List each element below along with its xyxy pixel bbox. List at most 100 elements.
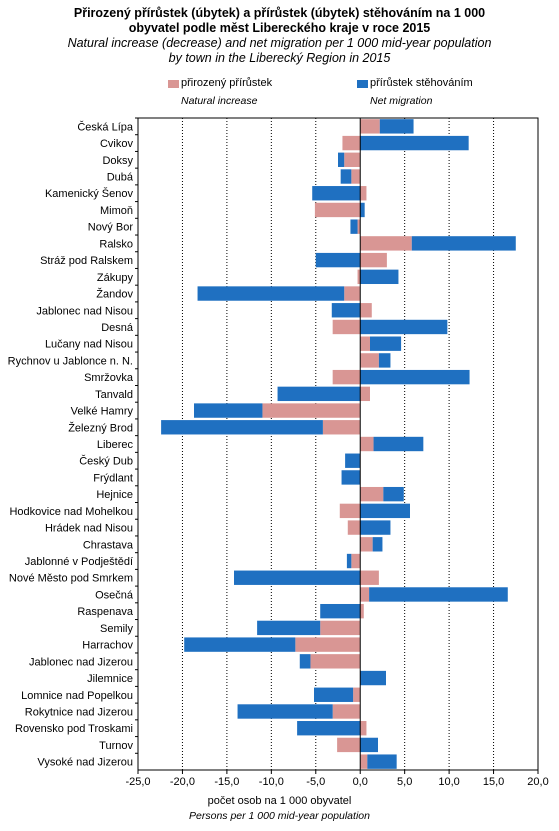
bar-migration	[367, 754, 397, 769]
title-en-line2: by town in the Liberecký Region in 2015	[168, 51, 391, 65]
x-tick-label: -25,0	[125, 776, 150, 788]
bar-migration	[360, 202, 365, 218]
category-label: Jablonec nad Jizerou	[29, 656, 133, 668]
x-tick-label: 15,0	[483, 776, 504, 788]
bar-migration	[237, 704, 333, 719]
legend-swatch-migration	[357, 80, 368, 88]
bar-migration	[373, 436, 424, 452]
bar-natural	[360, 186, 367, 201]
category-label: Smržovka	[84, 372, 134, 384]
x-tick-label: -20,0	[170, 776, 195, 788]
category-label: Hejnice	[96, 489, 133, 501]
bar-migration	[360, 269, 399, 285]
bar-migration	[340, 169, 352, 184]
x-axis-label-en: Persons per 1 000 mid-year population	[189, 810, 370, 822]
bar-migration	[184, 637, 296, 652]
category-label: Rychnov u Jablonce n. N.	[8, 355, 133, 367]
category-label: Hodkovice nad Mohelkou	[9, 506, 133, 518]
x-tick-label: -15,0	[214, 776, 239, 788]
bar-migration	[360, 369, 470, 385]
category-label: Zákupy	[97, 272, 134, 284]
bar-natural	[360, 754, 368, 769]
bar-natural	[353, 687, 361, 702]
bar-migration	[234, 570, 361, 585]
bar-natural	[360, 353, 379, 368]
bar-natural	[360, 436, 374, 452]
bar-migration	[345, 453, 361, 468]
category-label: Žandov	[96, 288, 133, 301]
bar-natural	[360, 721, 367, 736]
category-label: Tanvald	[95, 389, 133, 401]
x-tick-label: 20,0	[527, 776, 548, 788]
bar-natural	[295, 637, 361, 652]
bar-natural	[310, 654, 361, 669]
bar-migration	[331, 303, 361, 318]
x-tick-label: -10,0	[259, 776, 284, 788]
category-label: Jilemnice	[87, 673, 133, 685]
bar-natural	[360, 336, 370, 351]
category-label: Stráž pod Ralskem	[40, 255, 133, 267]
bar-migration	[346, 553, 352, 569]
x-tick-label: 0,0	[353, 776, 368, 788]
bar-migration	[370, 336, 402, 351]
bar-natural	[342, 135, 361, 151]
x-tick-label: -5,0	[306, 776, 325, 788]
bar-natural	[332, 369, 361, 385]
bar-natural	[339, 503, 361, 519]
category-label: Kamenický Šenov	[45, 187, 134, 200]
bar-natural	[360, 119, 380, 134]
bar-natural	[360, 236, 412, 251]
bar-migration	[360, 135, 469, 151]
title-cz-line1: Přirozený přírůstek (úbytek) a přírůstek…	[73, 6, 486, 20]
bar-natural	[337, 737, 361, 753]
legend-label-migration-en: Net migration	[370, 95, 433, 107]
category-label: Lučany nad Nisou	[45, 339, 133, 351]
bar-migration	[360, 319, 448, 335]
x-tick-label: 10,0	[438, 776, 459, 788]
bar-natural	[360, 303, 372, 318]
bar-migration	[379, 119, 414, 134]
category-label: Rokytnice nad Jizerou	[25, 706, 133, 718]
bar-migration	[360, 503, 410, 519]
bar-natural	[262, 403, 361, 418]
x-tick-label: 5,0	[397, 776, 412, 788]
category-label: Liberec	[97, 439, 134, 451]
bar-natural	[351, 169, 361, 184]
legend-swatch-natural	[168, 80, 179, 88]
bar-natural	[320, 620, 361, 636]
plot-frame	[137, 117, 539, 771]
category-label: Chrastava	[83, 539, 134, 551]
bar-migration	[378, 353, 391, 368]
category-label: Semily	[100, 623, 134, 635]
bar-migration	[315, 252, 361, 268]
bar-natural	[344, 152, 361, 167]
bar-migration	[299, 654, 311, 669]
category-label: Desná	[101, 322, 134, 334]
bar-migration	[372, 537, 383, 552]
bar-natural	[357, 219, 361, 234]
category-label: Železný Brod	[68, 421, 133, 434]
bar-migration	[341, 470, 361, 485]
legend-label-migration: přírůstek stěhováním	[370, 77, 473, 89]
bar-migration	[312, 186, 361, 201]
bar-natural	[351, 553, 361, 569]
bar-natural	[360, 386, 370, 402]
category-label: Doksy	[102, 155, 133, 167]
category-label: Harrachov	[82, 640, 133, 652]
bar-natural	[344, 286, 361, 301]
category-label: Oseč​ná	[95, 589, 134, 601]
bar-natural	[360, 486, 384, 502]
bar-migration	[194, 403, 263, 418]
bar-migration	[297, 721, 361, 736]
bar-migration	[383, 486, 404, 502]
bar-natural	[314, 202, 361, 218]
bar-migration	[360, 520, 391, 535]
bar-migration	[369, 587, 508, 602]
category-label: Frýdlant	[93, 472, 133, 484]
legend-label-natural: přirozený přírůstek	[181, 77, 273, 89]
bar-migration	[257, 620, 321, 636]
bar-natural	[322, 420, 361, 435]
category-label: Jablonné v Podještědí	[25, 556, 133, 568]
bar-natural	[360, 587, 370, 602]
